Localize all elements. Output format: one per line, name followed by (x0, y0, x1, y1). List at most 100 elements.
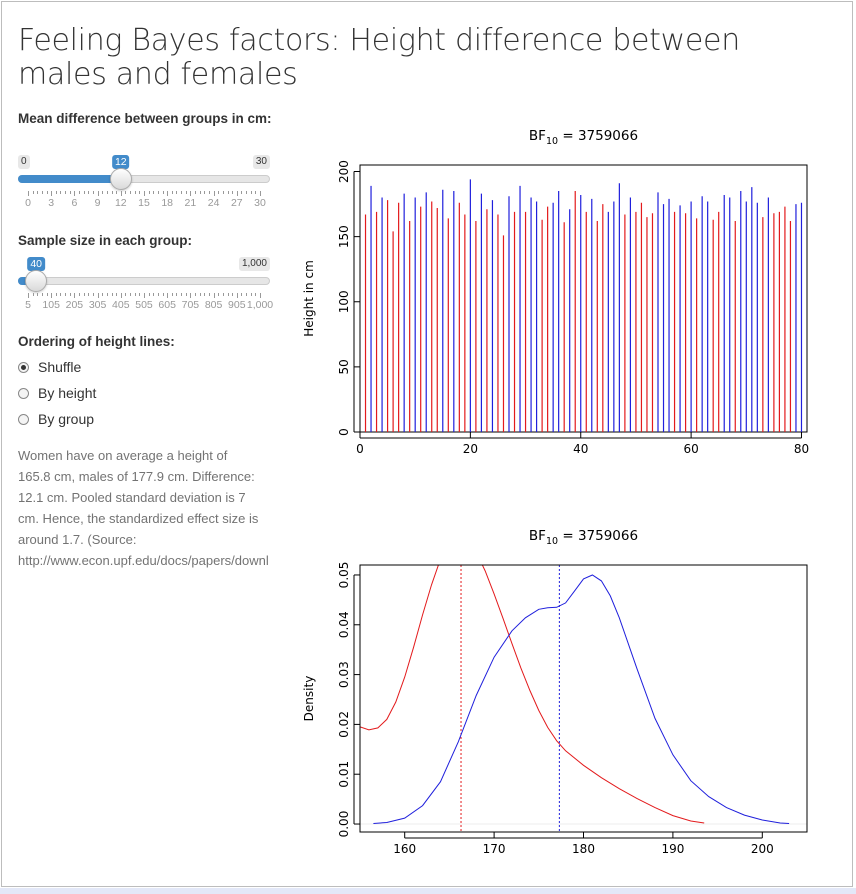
slider-tick (148, 293, 150, 296)
slider-max-label: 1,000 (238, 257, 270, 271)
x-tick-label: 40 (573, 442, 588, 456)
slider-tick (37, 191, 39, 194)
slider-tick (32, 191, 34, 194)
slider-tick-label: 205 (65, 299, 84, 311)
ordering-label: Ordering of height lines: (18, 334, 175, 349)
slider-tick (92, 293, 94, 296)
slider-tick-label: 505 (135, 299, 153, 311)
slider-tick-label: 27 (230, 197, 243, 209)
x-tick-label: 200 (751, 842, 774, 856)
slider-tick (97, 191, 99, 196)
slider-value-label: 40 (27, 257, 45, 271)
radio-button[interactable] (18, 387, 29, 399)
page-title: Feeling Bayes factors: Height difference… (18, 23, 740, 92)
slider-tick (28, 293, 29, 298)
y-tick-label: 100 (337, 290, 351, 313)
help-line: around 1.7. (Source: (18, 532, 137, 547)
slider-track[interactable] (18, 277, 270, 285)
slider-tick (65, 293, 67, 296)
radio-by-group[interactable]: By group (18, 409, 94, 429)
y-tick-label: 200 (337, 160, 351, 183)
radio-button[interactable] (18, 413, 29, 425)
slider-tick (41, 191, 43, 194)
help-line: 12.1 cm. Pooled standard deviation is 7 (18, 490, 246, 505)
y-tick-label: 0.03 (337, 661, 351, 688)
slider-tick (125, 191, 127, 194)
slider-tick (60, 293, 62, 296)
slider-tick (120, 293, 122, 298)
slider-tick (88, 293, 90, 296)
slider-tick (208, 191, 210, 194)
x-tick-label: 180 (572, 842, 595, 856)
slider-fill (18, 175, 121, 183)
slider-tick (134, 293, 136, 296)
slider-handle[interactable] (109, 168, 132, 190)
slider-tick (185, 191, 187, 194)
slider-tick (134, 191, 136, 194)
slider-tick (222, 293, 224, 296)
x-tick-label: 80 (794, 442, 809, 456)
x-tick-label: 190 (661, 842, 684, 856)
slider-tick (116, 191, 118, 194)
slider-tick (255, 293, 257, 296)
slider-tick (241, 191, 243, 194)
y-tick-label: 50 (337, 359, 351, 374)
height-lines-chart: BF10 = 3759066 0 20 40 60 80 0 50 100 150 200 Heigh… (302, 128, 809, 456)
slider-tick (55, 191, 57, 194)
slider-tick (176, 293, 178, 296)
slider-tick (213, 293, 215, 298)
slider-tick (199, 191, 201, 194)
slider-tick (208, 293, 210, 296)
slider-tick-label: 15 (138, 197, 150, 209)
help-line: cm. Hence, the standardized effect size … (18, 511, 259, 526)
radio-button[interactable] (18, 361, 29, 373)
x-tick-label: 160 (393, 842, 416, 856)
slider-tick (227, 191, 229, 194)
slider-tick-label: 24 (207, 197, 220, 209)
radio-by-height[interactable]: By height (18, 383, 96, 403)
slider-handle[interactable] (25, 270, 48, 292)
slider-tick (102, 293, 104, 296)
slider-tick (204, 191, 206, 194)
x-tick-label: 20 (463, 442, 478, 456)
slider-tick-label: 105 (42, 299, 60, 311)
slider-tick-label: 405 (112, 299, 130, 311)
slider-tick (246, 191, 248, 194)
slider-tick-label: 0 (25, 197, 31, 209)
slider-tick (69, 191, 71, 194)
slider-tick-label: 5 (25, 299, 31, 311)
slider-tick (139, 293, 141, 296)
slider-tick (120, 191, 122, 196)
slider-tick-label: 805 (204, 299, 223, 311)
radio-shuffle[interactable]: Shuffle (18, 357, 81, 377)
slider-tick (55, 293, 57, 296)
sample-size-slider[interactable]: 5 1,000 40 51052053054055056057058059051… (18, 257, 273, 315)
slider-tick (204, 293, 206, 296)
slider-max-label: 30 (252, 155, 270, 169)
y-tick-label: 150 (337, 225, 351, 248)
slider-tick (125, 293, 127, 296)
slider-tick-label: 18 (161, 197, 174, 209)
slider-tick (222, 191, 224, 194)
help-line: Women have on average a height of (18, 448, 228, 463)
y-tick-label: 0.02 (337, 711, 351, 738)
bottom-bar (0, 888, 856, 894)
title-subscript: 10 (546, 536, 558, 547)
slider-tick (171, 293, 173, 296)
slider-tick-label: 30 (254, 197, 266, 209)
density-curve (360, 565, 705, 824)
y-tick-label: 0.01 (337, 761, 351, 788)
x-tick-label: 170 (483, 842, 506, 856)
slider-tick (167, 191, 169, 196)
title-value: = 3759066 (558, 128, 638, 144)
slider-tick (241, 293, 243, 296)
slider-tick (153, 191, 155, 194)
mean-diff-slider[interactable]: 0 30 12 0 3 6 9 12 15 18 21 24 27 30 (18, 155, 270, 213)
y-tick-label: 0.00 (337, 811, 351, 838)
slider-tick (260, 293, 261, 298)
slider-tick (181, 191, 183, 194)
slider-tick (250, 191, 252, 194)
slider-tick (195, 293, 197, 296)
slider-tick (185, 293, 187, 296)
help-line: 165.8 cm, males of 177.9 cm. Difference: (18, 469, 255, 484)
